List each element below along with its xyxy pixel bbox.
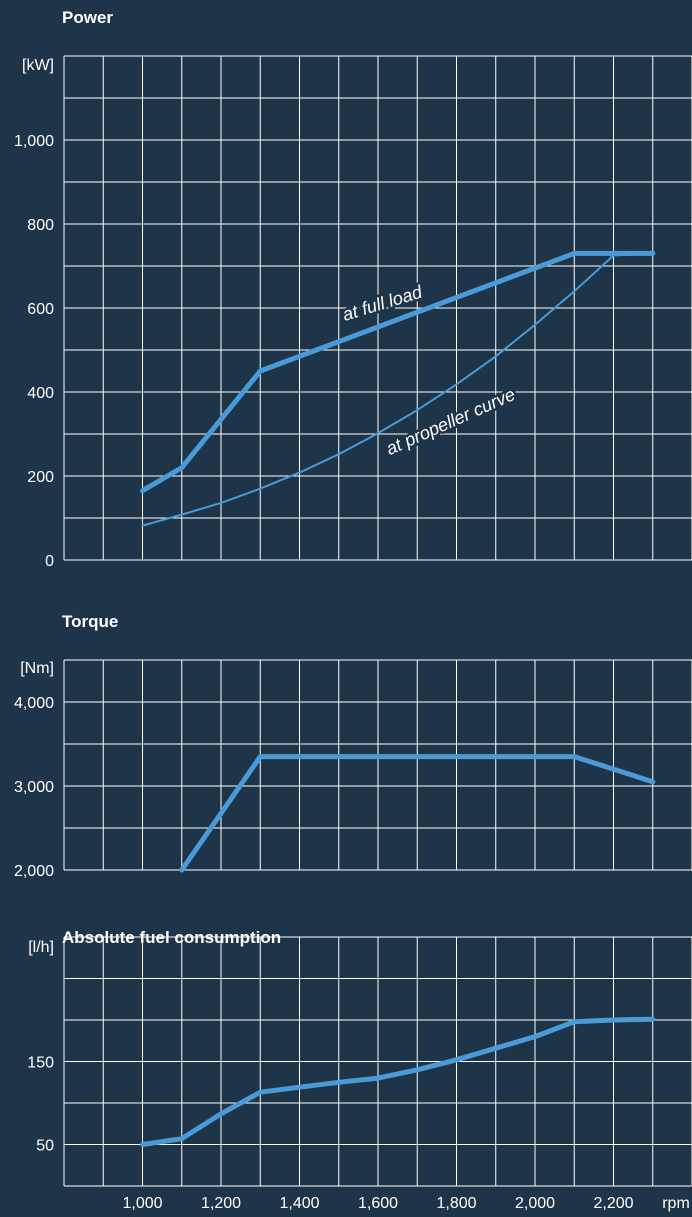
x-tick-label: 1,800 xyxy=(436,1195,476,1212)
y-axis-unit-label: [Nm] xyxy=(20,660,54,677)
y-tick-label: 800 xyxy=(27,217,54,234)
y-tick-label: 150 xyxy=(27,1055,54,1072)
chart-title: Power xyxy=(62,8,113,27)
x-tick-label: 1,000 xyxy=(122,1195,162,1212)
series-label-at-propeller-curve: at propeller curve xyxy=(383,384,518,459)
x-tick-label: 1,400 xyxy=(279,1195,319,1212)
y-tick-label: 600 xyxy=(27,301,54,318)
y-tick-label: 1,000 xyxy=(14,133,54,150)
series-line-at-propeller-curve xyxy=(141,252,654,527)
x-axis-unit-label: rpm xyxy=(662,1195,690,1212)
y-axis-unit-label: [kW] xyxy=(22,57,54,74)
y-tick-label: 2,000 xyxy=(14,863,54,880)
y-tick-label: 400 xyxy=(27,385,54,402)
series-line-at-full-load xyxy=(140,250,656,494)
x-tick-label: 2,200 xyxy=(593,1195,633,1212)
y-tick-label: 0 xyxy=(45,553,54,570)
y-tick-label: 50 xyxy=(36,1138,54,1155)
x-tick-label: 2,000 xyxy=(515,1195,555,1212)
y-tick-label: 200 xyxy=(27,469,54,486)
series-label-at-full-load: at full load xyxy=(340,281,425,324)
x-tick-label: 1,200 xyxy=(201,1195,241,1212)
x-tick-label: 1,600 xyxy=(358,1195,398,1212)
y-axis-unit-label: [l/h] xyxy=(28,939,54,956)
y-tick-label: 3,000 xyxy=(14,779,54,796)
series-line xyxy=(179,754,656,873)
chart-title: Torque xyxy=(62,612,118,631)
y-tick-label: 4,000 xyxy=(14,695,54,712)
series-line xyxy=(140,1016,656,1147)
